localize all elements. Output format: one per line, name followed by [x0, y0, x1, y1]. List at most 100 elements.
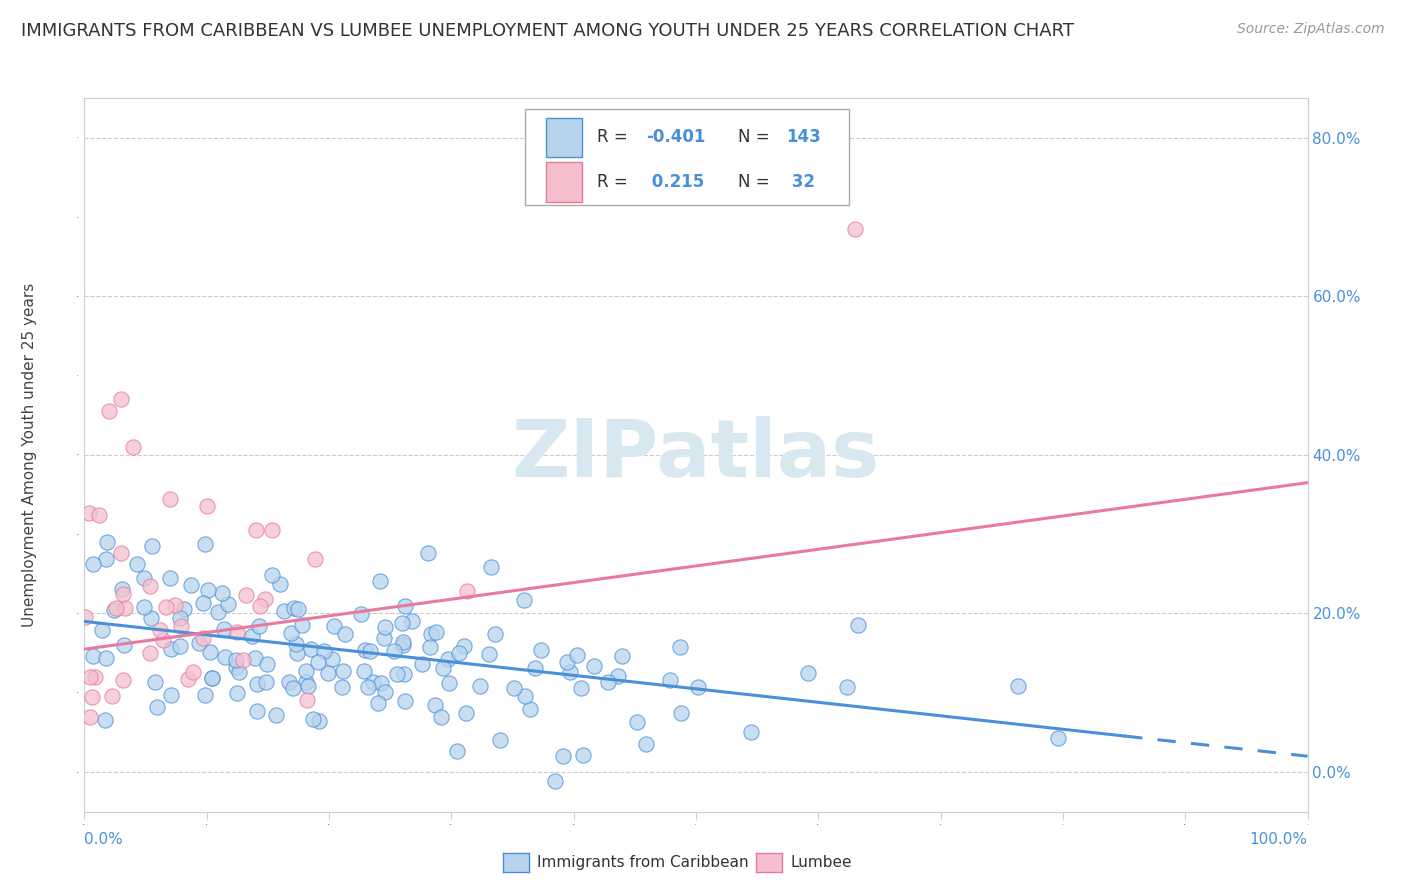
Point [245, 523, 267, 537]
Point [569, 681, 592, 695]
Point [87, 508, 110, 523]
Point [82, 649, 104, 664]
Point [636, 737, 658, 751]
Point [686, 680, 709, 694]
Point [112, 638, 135, 652]
Point [207, 605, 229, 619]
Point [198, 645, 221, 659]
Point [159, 571, 181, 585]
Point [477, 647, 499, 661]
Point [335, 626, 357, 640]
Point [368, 574, 391, 588]
Point [373, 632, 395, 646]
Point [835, 681, 858, 695]
Text: N =: N = [738, 128, 769, 146]
Point [191, 631, 214, 645]
Point [152, 633, 174, 648]
Point [249, 599, 271, 613]
Point [456, 583, 478, 598]
Point [423, 698, 446, 713]
Point [297, 679, 319, 693]
Point [374, 620, 396, 634]
Point [391, 615, 413, 630]
Point [247, 619, 270, 633]
Point [308, 714, 330, 728]
Point [139, 646, 162, 660]
Point [201, 671, 224, 685]
Point [225, 653, 247, 667]
Point [170, 619, 193, 633]
Point [846, 617, 869, 632]
Point [139, 611, 162, 625]
Point [256, 657, 278, 671]
Point [523, 661, 546, 675]
Point [312, 643, 335, 657]
Point [299, 641, 322, 656]
Text: 100.0%: 100.0% [1250, 831, 1308, 847]
Point [391, 634, 413, 648]
Point [127, 558, 149, 572]
Point [479, 560, 502, 574]
Point [169, 610, 191, 624]
Point [82, 557, 104, 571]
Point [84, 670, 107, 684]
Point [173, 601, 195, 615]
Point [295, 675, 318, 690]
Point [551, 748, 574, 763]
Point [194, 537, 217, 551]
Point [177, 673, 200, 687]
Point [385, 667, 408, 681]
Point [513, 690, 536, 704]
Point [321, 652, 343, 666]
Point [626, 714, 648, 729]
Point [285, 646, 308, 660]
Point [432, 661, 454, 675]
Point [111, 582, 134, 597]
Point [323, 619, 346, 633]
Point [141, 539, 163, 553]
Point [201, 671, 224, 685]
Point [447, 646, 470, 660]
Point [512, 593, 534, 607]
Point [489, 733, 512, 747]
Point [1046, 731, 1069, 746]
Point [193, 688, 215, 702]
Point [359, 644, 381, 658]
Point [110, 546, 132, 560]
Point [453, 639, 475, 653]
Point [557, 656, 579, 670]
Point [307, 656, 329, 670]
Point [212, 622, 235, 636]
Point [357, 681, 380, 695]
Point [1007, 679, 1029, 693]
Bar [546, 162, 582, 202]
Point [225, 659, 247, 673]
Text: R =: R = [598, 173, 627, 191]
Point [246, 677, 269, 691]
Point [797, 666, 820, 681]
Point [262, 523, 284, 537]
Point [191, 596, 214, 610]
Point [228, 665, 250, 679]
Point [146, 700, 169, 714]
Point [607, 669, 630, 683]
Point [93, 713, 115, 727]
Point [245, 651, 267, 665]
Point [318, 666, 340, 681]
Point [394, 694, 416, 708]
Point [269, 577, 291, 591]
Point [195, 500, 218, 514]
Point [79, 670, 101, 684]
Point [446, 744, 468, 758]
Point [394, 599, 416, 613]
Text: IMMIGRANTS FROM CARIBBEAN VS LUMBEE UNEMPLOYMENT AMONG YOUTH UNDER 25 YEARS CORR: IMMIGRANTS FROM CARIBBEAN VS LUMBEE UNEM… [21, 22, 1074, 40]
Point [226, 625, 249, 640]
Point [484, 626, 506, 640]
Point [454, 706, 477, 720]
Text: Source: ZipAtlas.com: Source: ZipAtlas.com [1237, 22, 1385, 37]
Point [254, 674, 277, 689]
Point [411, 657, 433, 672]
Point [91, 624, 114, 638]
Point [155, 599, 177, 614]
Point [361, 675, 384, 690]
